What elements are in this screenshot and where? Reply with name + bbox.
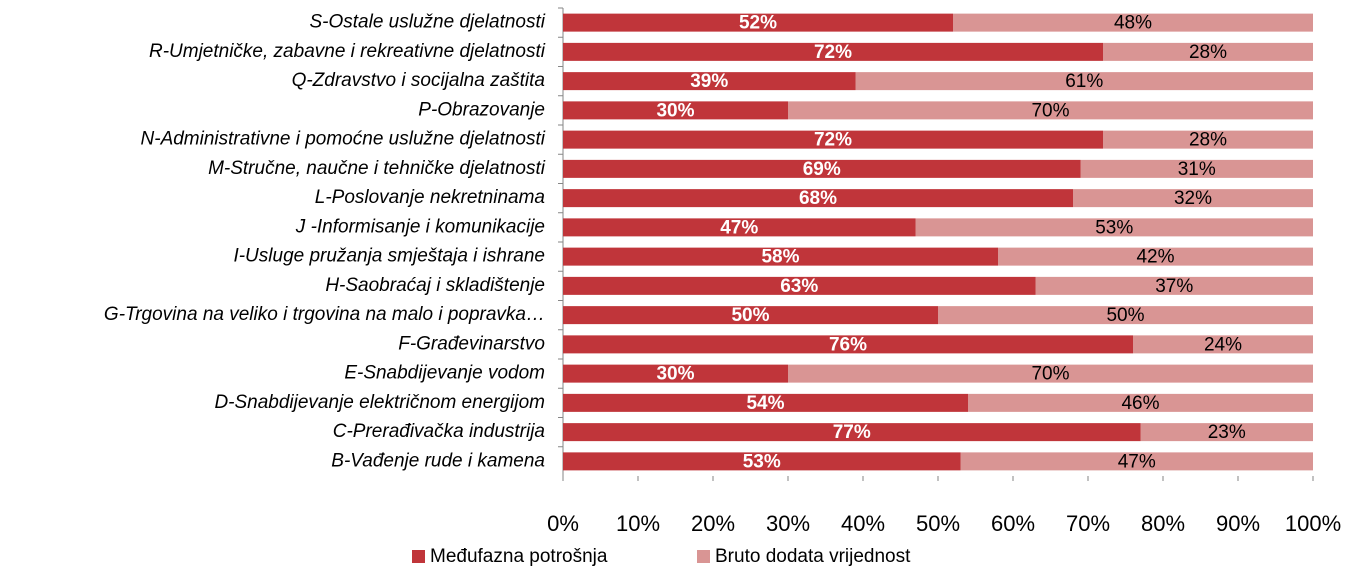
bar-segment (788, 101, 1313, 120)
bar-segment (563, 13, 953, 32)
data-label: 61% (1065, 71, 1103, 92)
x-tick-label: 20% (691, 511, 735, 536)
data-label: 63% (780, 276, 818, 297)
data-label: 37% (1155, 276, 1193, 297)
bar-segment (1035, 276, 1313, 295)
bar-segment (1103, 42, 1313, 61)
data-label: 69% (803, 159, 841, 180)
legend-label: Bruto dodata vrijednost (715, 546, 911, 567)
bar-segment (968, 393, 1313, 412)
bar-segment (563, 218, 916, 237)
data-label: 48% (1114, 13, 1152, 34)
category-label: N-Administrativne i pomoćne uslužne djel… (141, 129, 546, 150)
x-tick-label: 10% (616, 511, 660, 536)
bar-segment (563, 130, 1103, 149)
bar-segment (1080, 159, 1313, 178)
data-label: 31% (1178, 159, 1216, 180)
bar-segment (563, 393, 968, 412)
category-label: Q-Zdravstvo i socijalna zaštita (292, 70, 545, 91)
data-label: 53% (1095, 217, 1133, 238)
x-tick-label: 70% (1066, 511, 1110, 536)
bar-segment (998, 247, 1313, 266)
category-label: R-Umjetničke, zabavne i rekreativne djel… (149, 41, 546, 62)
category-label: F-Građevinarstvo (398, 333, 545, 354)
bar-segment (953, 13, 1313, 32)
category-label: L-Poslovanje nekretninama (315, 187, 545, 208)
category-label: J -Informisanje i komunikacije (295, 216, 545, 237)
bar-segment (563, 364, 788, 383)
bar-segment (563, 72, 856, 91)
data-label: 72% (814, 42, 852, 63)
category-label: B-Vađenje rude i kamena (331, 450, 545, 471)
bar-segment (563, 42, 1103, 61)
bar-segment (788, 364, 1313, 383)
data-label: 68% (799, 188, 837, 209)
x-tick-label: 0% (547, 511, 579, 536)
category-label: E-Snabdijevanje vodom (344, 363, 545, 384)
data-label: 77% (833, 422, 871, 443)
data-label: 42% (1136, 247, 1174, 268)
category-label: H-Saobraćaj i skladištenje (325, 275, 545, 296)
data-label: 28% (1189, 130, 1227, 151)
data-label: 23% (1208, 422, 1246, 443)
bar-segment (563, 189, 1073, 208)
x-tick-label: 60% (991, 511, 1035, 536)
category-label: C-Prerađivačka industrija (333, 421, 545, 442)
bar-segment (1140, 423, 1313, 442)
data-label: 30% (656, 100, 694, 121)
category-label: G-Trgovina na veliko i trgovina na malo … (104, 304, 545, 325)
category-label: I-Usluge pružanja smještaja i ishrane (233, 246, 545, 267)
data-label: 54% (746, 393, 784, 414)
bar-segment (563, 159, 1081, 178)
x-tick-label: 40% (841, 511, 885, 536)
data-label: 47% (1118, 451, 1156, 472)
data-label: 24% (1204, 334, 1242, 355)
x-tick-label: 50% (916, 511, 960, 536)
bar-segment (1073, 189, 1313, 208)
data-label: 76% (829, 334, 867, 355)
x-tick-label: 30% (766, 511, 810, 536)
data-label: 32% (1174, 188, 1212, 209)
legend-label: Međufazna potrošnja (430, 546, 608, 567)
bar-segment (960, 452, 1313, 471)
x-tick-label: 100% (1285, 511, 1341, 536)
bar-segment (563, 306, 938, 325)
data-label: 52% (739, 13, 777, 34)
bar-segment (563, 247, 998, 266)
legend-swatch (697, 550, 710, 563)
data-label: 70% (1031, 100, 1069, 121)
bar-segment (1133, 335, 1313, 354)
category-label: S-Ostale uslužne djelatnosti (309, 12, 545, 33)
data-label: 72% (814, 130, 852, 151)
data-label: 58% (761, 247, 799, 268)
data-label: 39% (690, 71, 728, 92)
bar-segment (563, 452, 961, 471)
bar-segment (563, 335, 1133, 354)
category-label: P-Obrazovanje (418, 99, 545, 120)
x-tick-label: 90% (1216, 511, 1260, 536)
data-label: 50% (1106, 305, 1144, 326)
data-label: 53% (743, 451, 781, 472)
category-label: M-Stručne, naučne i tehničke djelatnosti (208, 158, 546, 179)
bar-segment (855, 72, 1313, 91)
bar-segment (563, 276, 1036, 295)
data-label: 50% (731, 305, 769, 326)
category-label: D-Snabdijevanje električnom energijom (214, 392, 545, 413)
bar-segment (1103, 130, 1313, 149)
bar-segment (563, 423, 1141, 442)
data-label: 46% (1121, 393, 1159, 414)
x-tick-label: 80% (1141, 511, 1185, 536)
data-label: 28% (1189, 42, 1227, 63)
bar-segment (563, 101, 788, 120)
data-label: 30% (656, 364, 694, 385)
data-label: 70% (1031, 364, 1069, 385)
legend-swatch (412, 550, 425, 563)
data-label: 47% (720, 217, 758, 238)
bar-segment (938, 306, 1313, 325)
bar-segment (915, 218, 1313, 237)
